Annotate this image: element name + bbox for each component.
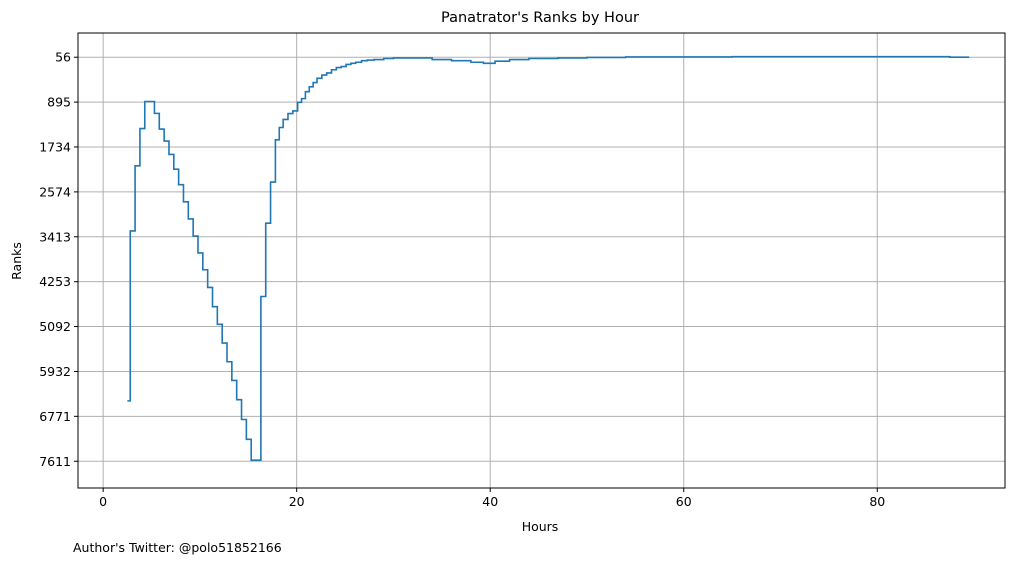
y-tick-label: 56 (55, 50, 71, 65)
x-axis: 0 20 40 60 80 (99, 488, 885, 509)
y-tick-label: 895 (47, 95, 71, 110)
x-tick-label: 40 (482, 494, 498, 509)
series-line (127, 55, 970, 461)
y-tick-label: 7611 (39, 454, 71, 469)
y-tick-label: 2574 (39, 184, 71, 199)
grid-lines (78, 33, 1005, 488)
x-axis-label: Hours (522, 519, 559, 534)
y-tick-label: 1734 (39, 139, 71, 154)
plot-frame (77, 32, 1006, 489)
y-tick-label: 5932 (39, 364, 71, 379)
x-tick-label: 20 (289, 494, 305, 509)
y-tick-label: 4253 (39, 274, 71, 289)
y-tick-label: 3413 (39, 229, 71, 244)
chart-title: Panatrator's Ranks by Hour (441, 10, 639, 26)
y-tick-label: 6771 (39, 409, 71, 424)
y-axis-label: Ranks (9, 242, 24, 280)
y-tick-label: 5092 (39, 319, 71, 334)
x-tick-label: 0 (99, 494, 107, 509)
x-tick-label: 60 (676, 494, 692, 509)
x-tick-label: 80 (869, 494, 885, 509)
y-axis: 56 895 1734 2574 3413 4253 5092 5932 6771 7611 (39, 50, 78, 469)
author-credit: Author's Twitter: @polo51852166 (73, 540, 282, 555)
